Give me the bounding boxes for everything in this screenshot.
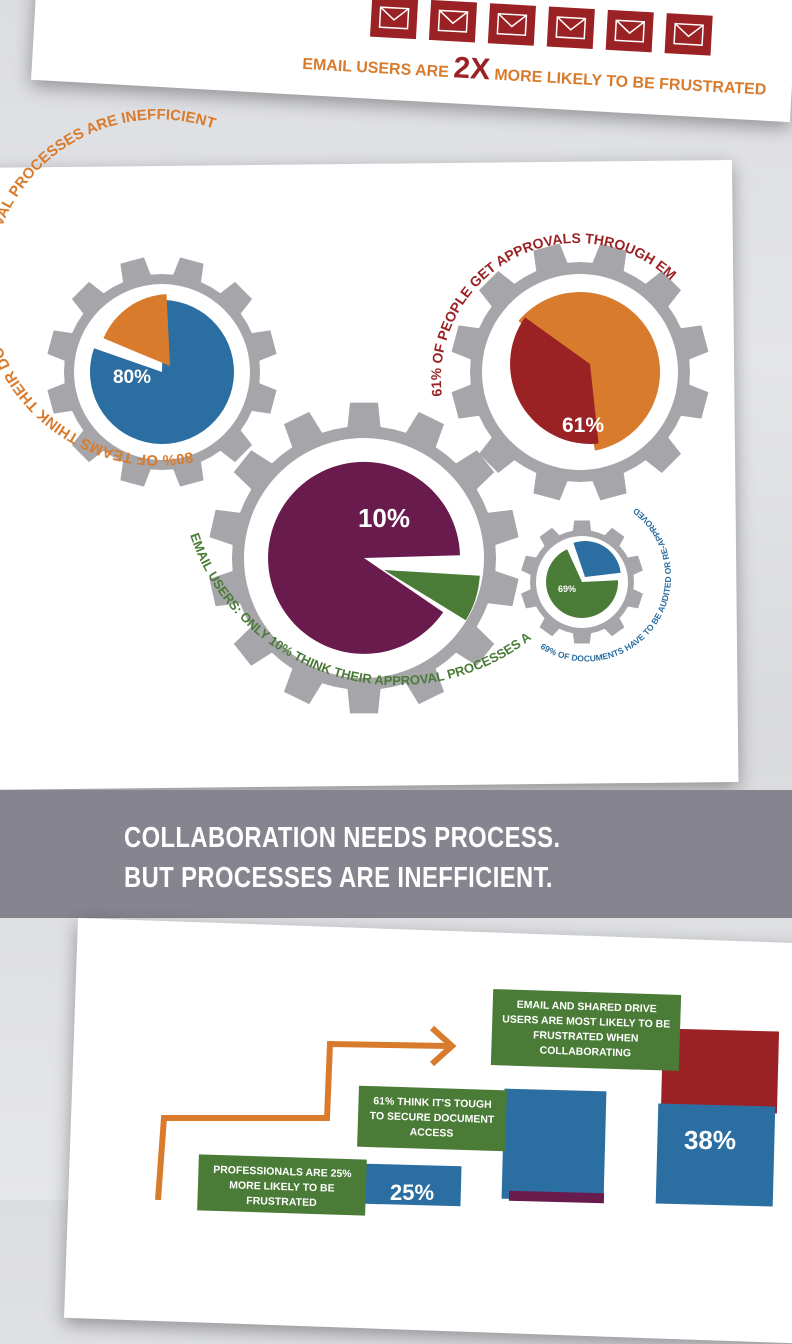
pie-label-69: 69% — [558, 584, 576, 594]
gear-audited-slice-1 — [573, 540, 621, 577]
pie-label-80: 80% — [113, 367, 151, 388]
gear-email-users-slice-0 — [268, 461, 460, 654]
envelope-row — [370, 0, 713, 56]
gear-email-users-slice-1 — [384, 570, 480, 621]
top-card: Email users are 2X more likely to be fru… — [31, 0, 792, 123]
banner-line-2: BUT PROCESSES ARE INEFFICIENT. — [124, 862, 553, 894]
gear-email-approvals-slice-1 — [510, 317, 599, 444]
section-banner: COLLABORATION NEEDS PROCESS. BUT PROCESS… — [0, 790, 792, 918]
envelope-icon — [428, 0, 478, 43]
bar-step-2 — [501, 1088, 607, 1202]
envelope-icon — [487, 3, 536, 46]
gears-infographic: 80% of teams think their document approv… — [0, 0, 709, 714]
envelope-icon — [664, 13, 713, 56]
gear-teams-slice-0 — [89, 300, 234, 444]
step-2-label: 61% think it's tough to secure document … — [357, 1085, 507, 1152]
gear-audited-slice-0 — [546, 549, 619, 618]
gear-teams-slice-1 — [103, 294, 170, 366]
envelope-icon — [605, 9, 654, 53]
pct-38: 38% — [683, 1125, 737, 1155]
step-1-label: Professionals are 25% more likely to be … — [197, 1154, 367, 1216]
envelope-icon — [546, 6, 595, 50]
pie-label-61: 61% — [562, 414, 604, 437]
step-3-label: Email and shared drive users are most li… — [490, 989, 682, 1071]
pie-label-10: 10% — [358, 503, 410, 533]
envelope-icon — [370, 0, 419, 40]
banner-line-1: COLLABORATION NEEDS PROCESS. — [124, 822, 561, 854]
pct-25: 25% — [389, 1180, 435, 1205]
